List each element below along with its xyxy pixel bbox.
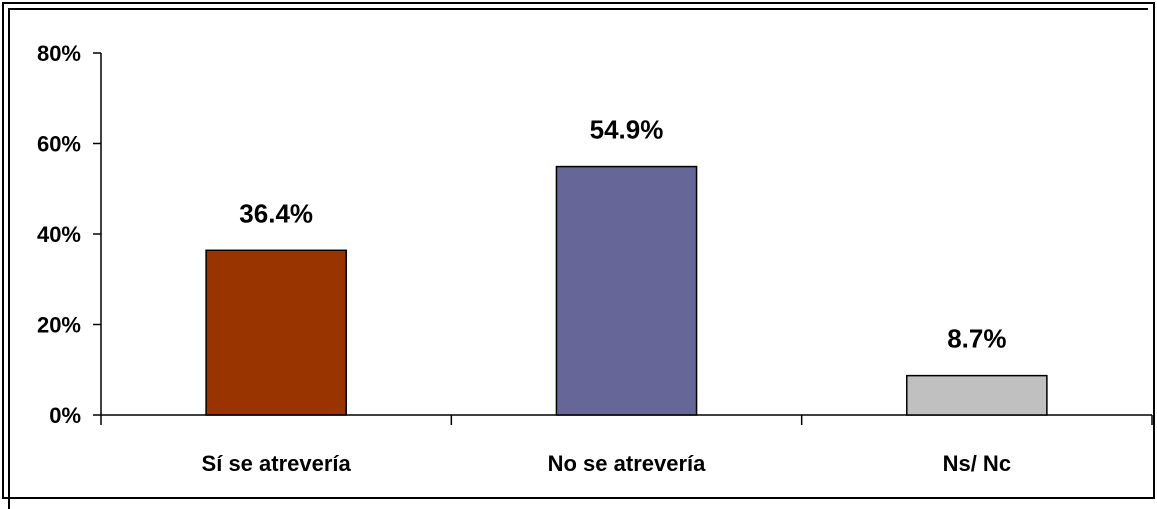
y-tick-label: 0% — [49, 403, 81, 428]
bar — [205, 249, 347, 416]
category-label: No se atrevería — [548, 451, 707, 476]
y-tick-label: 20% — [37, 313, 81, 338]
category-label: Ns/ Nc — [943, 451, 1011, 476]
data-label: 36.4% — [239, 198, 313, 228]
data-label: 8.7% — [947, 324, 1006, 354]
category-label: Sí se atrevería — [202, 451, 352, 476]
y-axis: 0% 20% 40% 60% 80% — [37, 41, 102, 428]
data-labels: 36.4% 54.9% 8.7% — [239, 115, 1006, 354]
y-tick-label: 60% — [37, 132, 81, 157]
bar — [906, 374, 1048, 416]
y-tick-label: 40% — [37, 222, 81, 247]
y-tick-label: 80% — [37, 41, 81, 66]
chart-frame-inner — [8, 8, 1148, 509]
bars — [205, 165, 1048, 416]
chart-frame-outer — [2, 2, 1155, 499]
data-label: 54.9% — [590, 115, 664, 145]
bar — [555, 165, 698, 416]
x-axis: Sí se atrevería No se atrevería Ns/ Nc — [100, 414, 1153, 476]
